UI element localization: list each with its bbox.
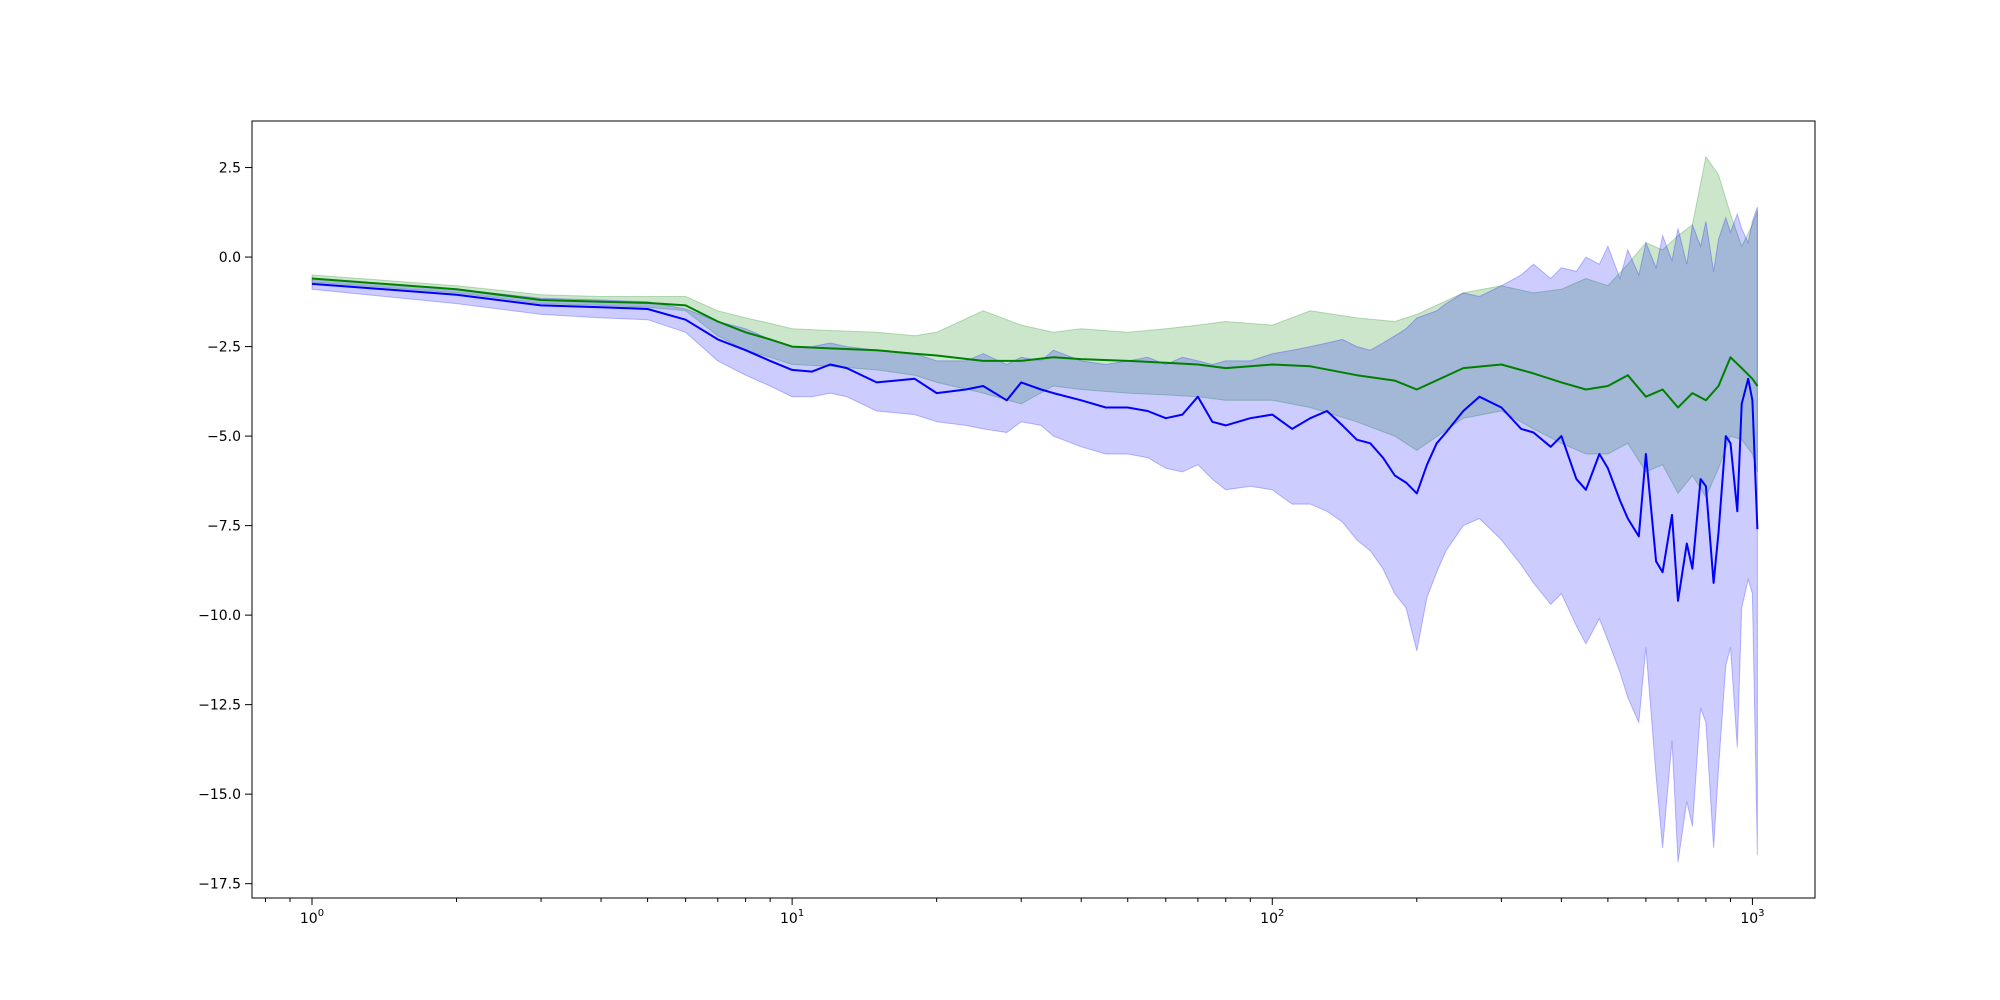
y-axis: 2.5 0.0 −2.5 −5.0 −7.5 −10.0 −12.5 −15.0 −17.5 <box>198 161 252 893</box>
y-tick-label: −15.0 <box>198 787 241 803</box>
y-tick-label: 0.0 <box>219 250 241 266</box>
y-tick-label: −12.5 <box>198 698 241 714</box>
y-tick-label: −17.5 <box>198 877 241 893</box>
y-tick-label: 2.5 <box>219 161 241 177</box>
y-tick-label: −5.0 <box>207 429 241 445</box>
series-1-line <box>311 277 1759 409</box>
y-tick-label: −10.0 <box>198 608 241 624</box>
x-axis: 100 101 102 103 <box>264 898 1765 927</box>
x-tick-label: 100 <box>300 908 324 927</box>
x-tick-label: 102 <box>1260 908 1284 927</box>
series-2-band <box>311 206 1758 863</box>
x-tick-label: 103 <box>1740 908 1764 927</box>
series-2-line <box>311 282 1759 602</box>
y-tick-label: −2.5 <box>207 340 241 356</box>
x-tick-label: 101 <box>780 908 804 927</box>
axes-frame <box>251 120 1816 899</box>
y-tick-label: −7.5 <box>207 519 241 535</box>
plot-area <box>311 155 1759 863</box>
